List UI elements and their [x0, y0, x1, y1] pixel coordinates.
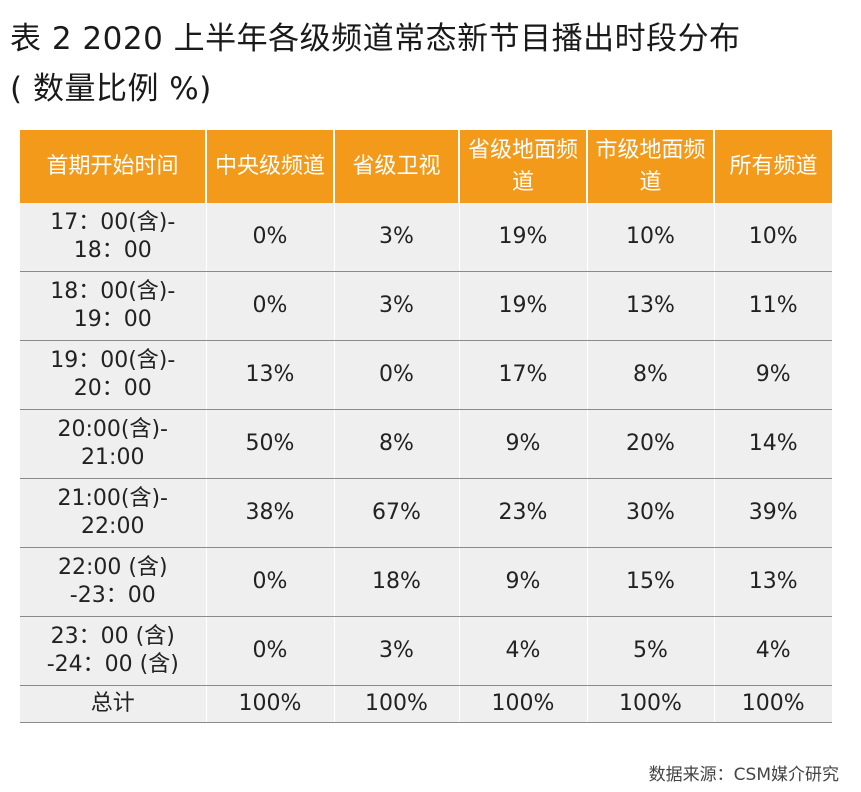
value-cell: 67%: [333, 478, 460, 548]
table-row: 18：00(含)- 19：00 0% 3% 19% 13% 11%: [20, 271, 832, 341]
header-city-terrestrial: 市级地面频道: [586, 130, 715, 203]
distribution-table: 首期开始时间 中央级频道 省级卫视 省级地面频道 市级地面频道 所有频道 17：…: [20, 130, 832, 723]
value-cell: 3%: [333, 203, 460, 272]
value-cell: 4%: [713, 616, 832, 686]
time-start: 21:00(含)-: [57, 486, 168, 511]
value-cell: 18%: [333, 547, 460, 617]
table-row: 20:00(含)- 21:00 50% 8% 9% 20% 14%: [20, 409, 832, 479]
value-cell: 13%: [586, 271, 715, 341]
value-cell: 8%: [586, 340, 715, 410]
value-cell: 0%: [205, 547, 335, 617]
time-end: 18：00: [73, 238, 152, 263]
value-cell: 30%: [586, 478, 715, 548]
total-label: 总计: [20, 685, 207, 723]
value-cell: 9%: [458, 409, 588, 479]
header-row: 首期开始时间 中央级频道 省级卫视 省级地面频道 市级地面频道 所有频道: [20, 130, 832, 203]
value-cell: 19%: [458, 203, 588, 272]
value-cell: 0%: [205, 271, 335, 341]
total-cell: 100%: [333, 685, 460, 723]
time-cell: 20:00(含)- 21:00: [20, 409, 207, 479]
value-cell: 4%: [458, 616, 588, 686]
value-cell: 0%: [205, 203, 335, 272]
time-start: 19：00(含)-: [50, 348, 176, 373]
value-cell: 10%: [586, 203, 715, 272]
time-cell: 21:00(含)- 22:00: [20, 478, 207, 548]
value-cell: 17%: [458, 340, 588, 410]
value-cell: 15%: [586, 547, 715, 617]
header-start-time: 首期开始时间: [20, 130, 207, 203]
time-start: 20:00(含)-: [57, 417, 168, 442]
time-end: -23：00: [69, 583, 156, 608]
title-line-2: ( 数量比例 %): [10, 71, 212, 107]
total-cell: 100%: [713, 685, 832, 723]
value-cell: 8%: [333, 409, 460, 479]
total-row: 总计 100% 100% 100% 100% 100%: [20, 685, 832, 723]
time-cell: 23：00 (含) -24：00 (含): [20, 616, 207, 686]
header-all-channels: 所有频道: [713, 130, 832, 203]
time-cell: 17：00(含)- 18：00: [20, 203, 207, 272]
time-end: 19：00: [73, 307, 152, 332]
time-end: -24：00 (含): [46, 652, 179, 677]
time-start: 23：00 (含): [50, 624, 175, 649]
time-cell: 19：00(含)- 20：00: [20, 340, 207, 410]
table-row: 22:00 (含) -23：00 0% 18% 9% 15% 13%: [20, 547, 832, 617]
value-cell: 23%: [458, 478, 588, 548]
time-start: 17：00(含)-: [50, 210, 176, 235]
header-provincial-satellite: 省级卫视: [333, 130, 460, 203]
value-cell: 13%: [205, 340, 335, 410]
header-provincial-terrestrial: 省级地面频道: [458, 130, 588, 203]
value-cell: 20%: [586, 409, 715, 479]
time-cell: 22:00 (含) -23：00: [20, 547, 207, 617]
table-row: 17：00(含)- 18：00 0% 3% 19% 10% 10%: [20, 203, 832, 272]
value-cell: 0%: [205, 616, 335, 686]
time-cell: 18：00(含)- 19：00: [20, 271, 207, 341]
time-end: 20：00: [73, 376, 152, 401]
value-cell: 5%: [586, 616, 715, 686]
table-row: 21:00(含)- 22:00 38% 67% 23% 30% 39%: [20, 478, 832, 548]
data-source: 数据来源：CSM媒介研究: [648, 765, 839, 785]
value-cell: 11%: [713, 271, 832, 341]
value-cell: 19%: [458, 271, 588, 341]
time-start: 18：00(含)-: [50, 279, 176, 304]
value-cell: 3%: [333, 616, 460, 686]
time-start: 22:00 (含): [57, 555, 168, 580]
title-line-1: 表 2 2020 上半年各级频道常态新节目播出时段分布: [10, 21, 741, 57]
table-row: 19：00(含)- 20：00 13% 0% 17% 8% 9%: [20, 340, 832, 410]
value-cell: 14%: [713, 409, 832, 479]
value-cell: 10%: [713, 203, 832, 272]
value-cell: 50%: [205, 409, 335, 479]
value-cell: 9%: [458, 547, 588, 617]
time-end: 22:00: [81, 514, 145, 539]
value-cell: 38%: [205, 478, 335, 548]
table-row: 23：00 (含) -24：00 (含) 0% 3% 4% 5% 4%: [20, 616, 832, 686]
time-end: 21:00: [81, 445, 145, 470]
value-cell: 0%: [333, 340, 460, 410]
total-cell: 100%: [458, 685, 588, 723]
value-cell: 9%: [713, 340, 832, 410]
total-cell: 100%: [586, 685, 715, 723]
table-title: 表 2 2020 上半年各级频道常态新节目播出时段分布 ( 数量比例 %): [10, 14, 850, 114]
header-central: 中央级频道: [205, 130, 335, 203]
value-cell: 39%: [713, 478, 832, 548]
total-cell: 100%: [205, 685, 335, 723]
value-cell: 3%: [333, 271, 460, 341]
value-cell: 13%: [713, 547, 832, 617]
